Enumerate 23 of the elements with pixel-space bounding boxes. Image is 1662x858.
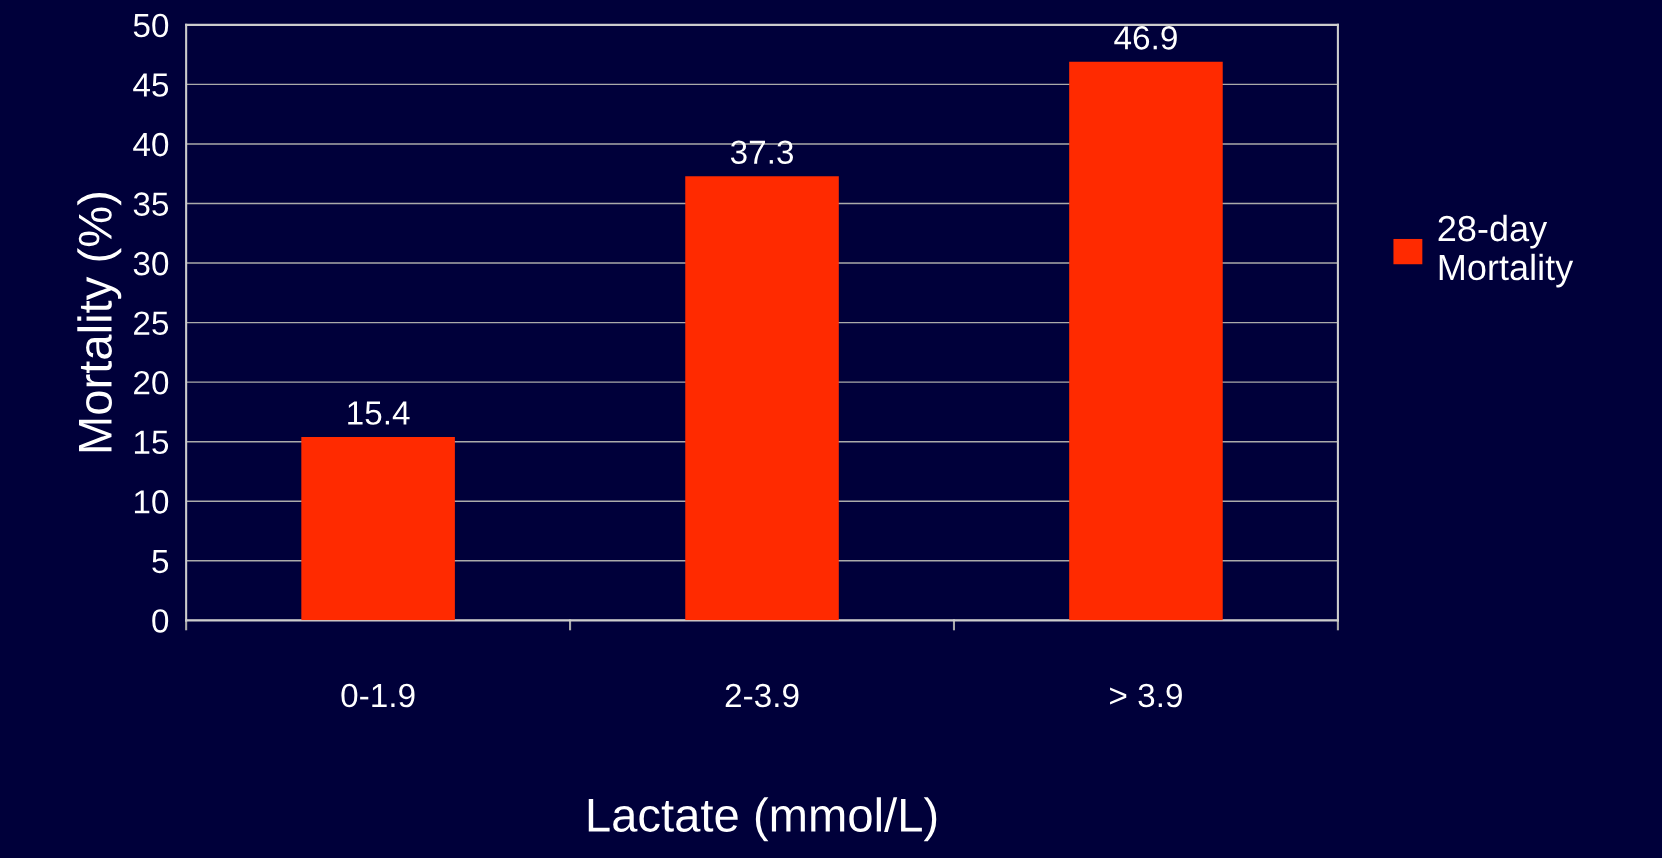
bar [685, 176, 839, 621]
y-tick-label: 30 [133, 251, 169, 276]
y-tick-label: 15 [134, 430, 169, 455]
y-axis-title: Mortality (%) [77, 193, 122, 452]
y-tick-label: 0 [152, 609, 169, 633]
x-tick-label: > 3.9 [1110, 683, 1182, 708]
x-tick-label: 0-1.9 [341, 683, 415, 708]
bar [1069, 61, 1223, 621]
y-tick-label: 20 [134, 370, 169, 395]
data-label: 46.9 [1114, 26, 1177, 50]
y-tick-label: 50 [133, 13, 169, 38]
data-label: 15.4 [348, 401, 410, 425]
y-tick-label: 35 [133, 192, 169, 216]
legend-label: 28-day Mortality [1438, 214, 1574, 288]
y-tick-label: 40 [133, 132, 169, 157]
y-tick-label: 10 [134, 490, 169, 514]
data-label: 37.3 [730, 140, 793, 164]
bar [301, 436, 455, 621]
y-tick-label: 25 [134, 311, 169, 336]
x-tick-label: 2-3.9 [725, 683, 799, 708]
y-tick-label: 5 [152, 549, 169, 574]
x-axis-title: Lactate (mmol/L) [588, 797, 937, 842]
y-tick-label: 45 [133, 73, 169, 97]
